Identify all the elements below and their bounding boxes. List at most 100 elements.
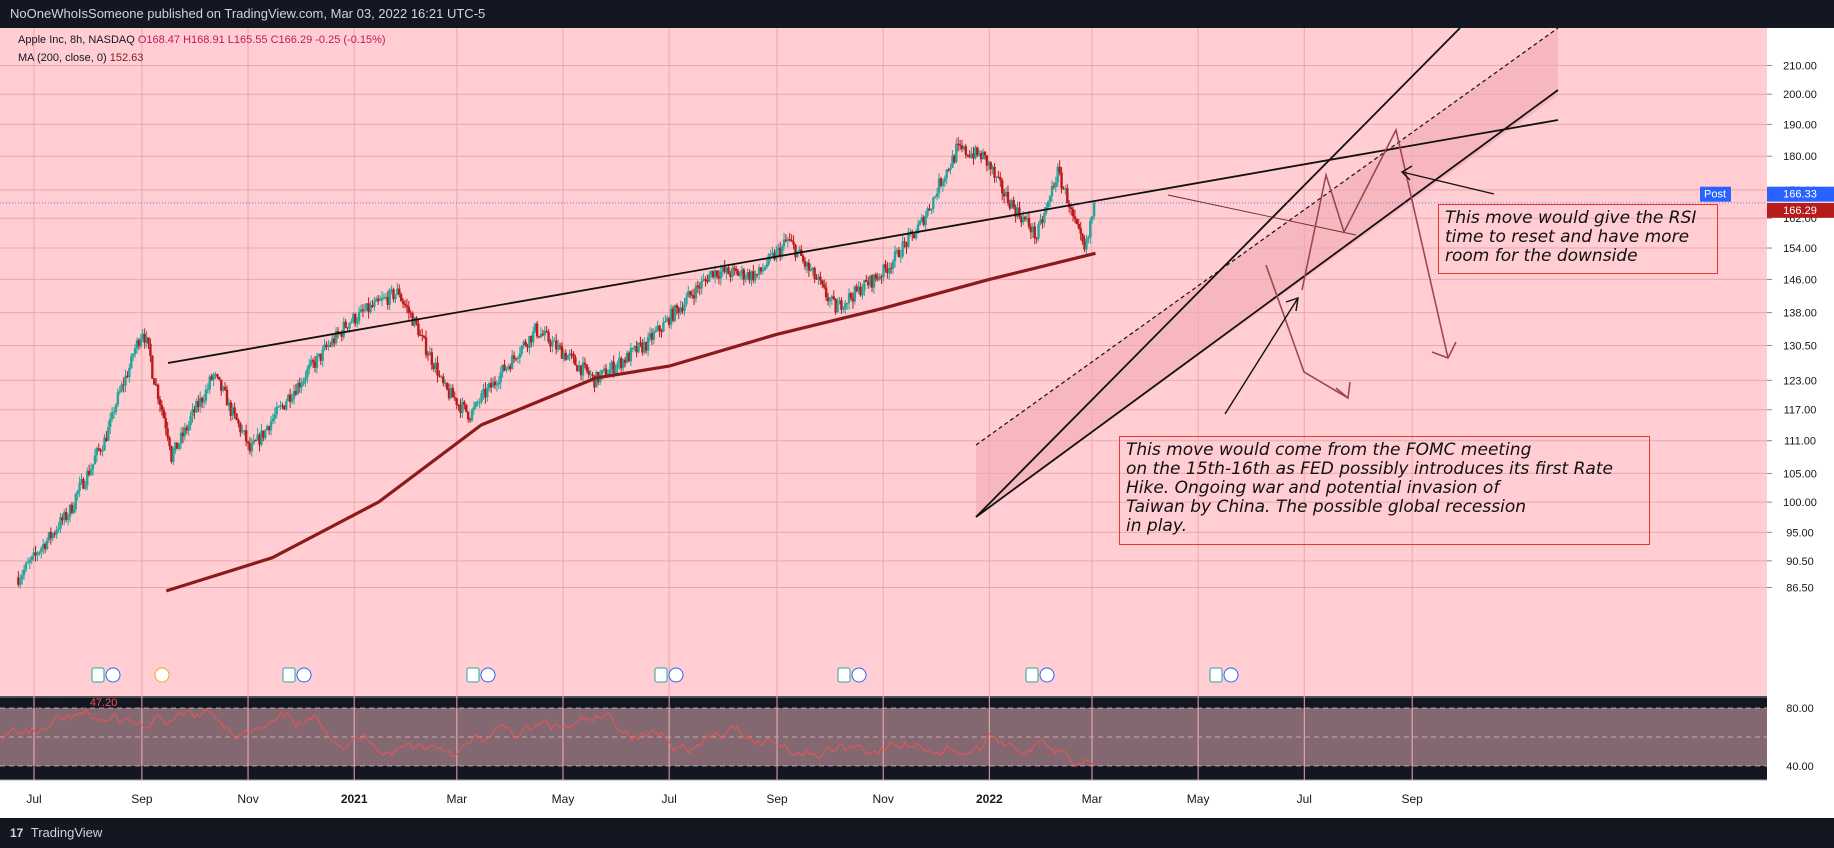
candle-body — [704, 279, 707, 281]
candle-body — [834, 299, 837, 313]
candle-body — [782, 239, 786, 247]
candle-body — [924, 215, 927, 225]
candle-body — [870, 275, 874, 288]
candle-body — [373, 301, 376, 307]
candle-body — [466, 411, 470, 420]
candle-body — [131, 354, 135, 357]
candle-body — [535, 323, 539, 337]
candle-body — [1089, 220, 1092, 238]
candle-body — [154, 384, 158, 386]
candle-body — [979, 153, 983, 160]
candle-body — [541, 334, 545, 336]
candle-body — [306, 368, 309, 378]
candle-body — [583, 362, 587, 365]
candle-body — [348, 323, 351, 329]
trendline-drawings[interactable] — [0, 28, 1615, 711]
earnings-dividend-markers[interactable] — [91, 667, 1239, 683]
candle-body — [662, 322, 665, 332]
candle-body — [658, 325, 661, 332]
candle-body — [120, 384, 123, 392]
candle-body — [711, 270, 715, 278]
candle-body — [384, 296, 388, 298]
candle-body — [235, 413, 238, 420]
candle-body — [1004, 192, 1008, 197]
candle-body — [156, 384, 160, 400]
earnings-icon — [91, 667, 105, 683]
candle-body — [516, 357, 520, 359]
candle-body — [600, 370, 604, 374]
candle-body — [419, 335, 422, 337]
split-icon — [154, 667, 170, 683]
candle-body — [47, 532, 51, 541]
time-axis[interactable]: Jul Sep Nov 2021 Mar May Jul Sep Nov 2022 Mar May Ju… — [26, 792, 1423, 806]
candle-body — [1073, 216, 1077, 220]
ma-legend[interactable]: MA (200, close, 0) 152.63 — [18, 52, 143, 64]
candle-body — [287, 394, 290, 402]
candle-body — [761, 270, 765, 272]
candle-body — [105, 437, 108, 441]
dividend-icon — [1039, 667, 1055, 683]
candle-body — [884, 264, 887, 269]
post-label-badge — [1700, 186, 1731, 202]
candle-body — [185, 427, 188, 431]
candle-body — [966, 154, 969, 156]
candle-body — [195, 401, 198, 413]
candle-body — [380, 297, 384, 301]
fomc-annotation[interactable]: This move would come from the FOMC meeti… — [1119, 436, 1650, 545]
candle-body — [273, 414, 277, 419]
candle-body — [334, 331, 338, 344]
candle-body — [288, 394, 292, 402]
symbol-legend[interactable]: Apple Inc, 8h, NASDAQ O168.47 H168.91 L1… — [18, 34, 386, 46]
candle-body — [643, 342, 646, 353]
candle-body — [87, 470, 91, 475]
candle-body — [317, 353, 321, 357]
candle-body — [729, 274, 732, 277]
candle-body — [137, 340, 141, 347]
candle-body — [74, 493, 77, 510]
candle-body — [1075, 219, 1079, 224]
candle-body — [903, 241, 906, 243]
price-tick-label: 111.00 — [1784, 436, 1816, 448]
candle-body — [42, 544, 45, 549]
candle-body — [997, 176, 1000, 178]
time-tick-label: 2021 — [341, 792, 368, 806]
candle-body — [742, 269, 745, 280]
candle-body — [457, 404, 460, 406]
candle-body — [189, 415, 192, 426]
candle-body — [842, 308, 845, 310]
candle-body — [68, 504, 72, 517]
candle-body — [325, 344, 328, 347]
candle-body — [845, 302, 849, 304]
rsi-legend[interactable]: RSI (14, close) 47.20 — [14, 697, 117, 709]
candle-body — [895, 250, 899, 252]
candle-body — [553, 340, 556, 342]
candle-body — [388, 289, 391, 305]
candle-body — [499, 372, 502, 383]
candle-body — [375, 298, 378, 302]
candle-body — [493, 381, 497, 386]
rsi-line — [1, 708, 1095, 767]
candle-body — [1010, 200, 1013, 209]
candle-body — [350, 321, 353, 324]
candle-body — [1012, 200, 1015, 208]
price-chart[interactable]: 210.00200.00190.00180.00170.00162.00154.… — [0, 28, 1834, 818]
candle-body — [252, 440, 255, 444]
candle-body — [187, 425, 190, 431]
candle-body — [378, 300, 382, 302]
rsi-annotation[interactable]: This move would give the RSI time to res… — [1438, 204, 1718, 274]
candle-body — [202, 400, 206, 403]
candle-body — [916, 224, 920, 234]
candle-body — [1090, 216, 1094, 221]
candle-body — [43, 544, 47, 550]
candle-body — [413, 317, 416, 326]
candle-body — [681, 307, 684, 312]
candle-body — [143, 333, 146, 343]
candle-body — [796, 251, 799, 258]
candle-body — [868, 275, 872, 286]
candle-body — [486, 388, 489, 398]
candle-body — [1029, 226, 1033, 233]
price-badges: Post 166.33 166.29 — [0, 186, 1834, 218]
candle-body — [241, 430, 244, 433]
candle-body — [172, 451, 175, 462]
candle-body — [275, 406, 278, 415]
